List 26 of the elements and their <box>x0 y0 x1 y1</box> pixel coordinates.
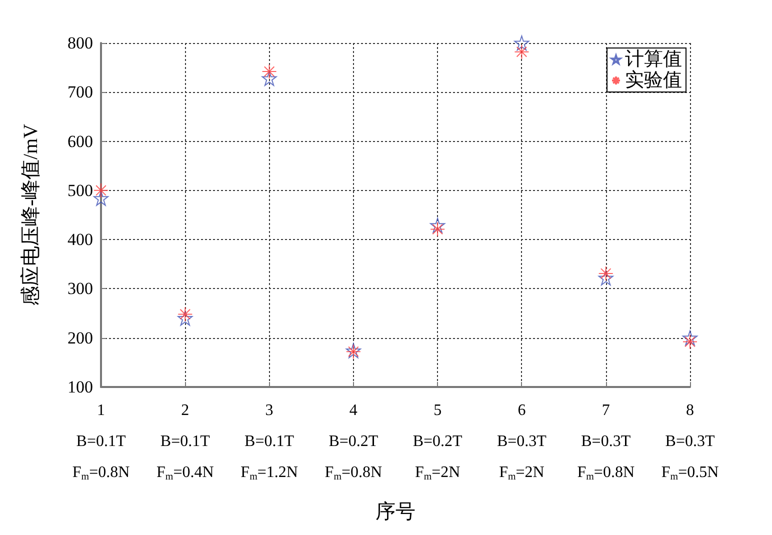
point <box>178 306 193 322</box>
y-tick-label: 700 <box>68 82 93 102</box>
y-tick-label: 600 <box>68 132 93 151</box>
point <box>682 330 698 346</box>
y-tick-label: 300 <box>68 279 93 298</box>
y-tick-label: 200 <box>68 328 93 348</box>
point <box>94 182 108 198</box>
y-tick-label: 100 <box>68 378 93 396</box>
point <box>598 266 614 281</box>
point <box>598 270 614 286</box>
point <box>514 36 530 50</box>
point <box>94 190 108 206</box>
point <box>430 222 446 237</box>
legend-label: 实验值 <box>625 69 682 91</box>
point <box>514 44 530 60</box>
point <box>430 218 446 233</box>
y-tick-label: 800 <box>68 34 93 52</box>
y-axis-title: 感应电压峰-峰值/mV <box>20 123 42 306</box>
point <box>262 70 277 86</box>
y-tick-label: 400 <box>68 230 93 250</box>
point <box>682 334 698 350</box>
point <box>178 310 193 326</box>
point <box>262 64 277 80</box>
y-tick-label: 500 <box>68 180 93 200</box>
legend-label: 计算值 <box>625 49 682 70</box>
x-axis-title: 序号 <box>376 501 416 523</box>
